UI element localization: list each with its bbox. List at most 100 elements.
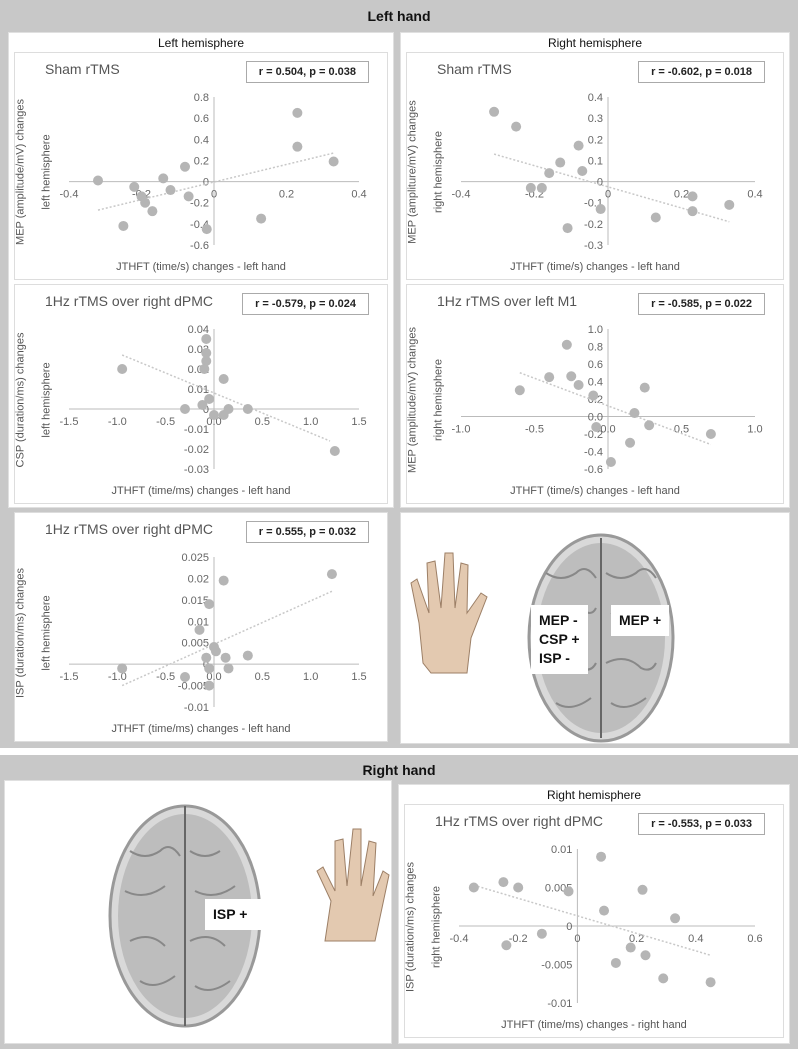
data-point: [93, 175, 103, 186]
x-tick-label: -1.0: [452, 424, 471, 436]
scatter-plot: -1.5-1.0-0.50.00.51.01.5-0.01-0.00500.00…: [60, 552, 367, 711]
y-tick-label: 0.01: [188, 616, 209, 628]
y-tick-label: 0.01: [551, 844, 572, 856]
chart-sham-left-hemisphere: Sham rTMS r = 0.504, p = 0.038 MEP (ampl…: [14, 52, 388, 280]
data-point: [147, 206, 158, 217]
chart-title: 1Hz rTMS over left M1: [437, 293, 578, 309]
x-axis-label: JTHFT (time/ms) changes - left hand: [111, 485, 291, 497]
hand-icon: [316, 828, 390, 942]
data-point: [201, 334, 212, 344]
data-point: [573, 380, 584, 390]
data-point: [158, 173, 169, 184]
x-tick-label: 0.2: [279, 189, 294, 201]
y-tick-label: 0.4: [194, 134, 209, 146]
x-tick-label: 0.2: [674, 189, 689, 201]
data-point: [292, 107, 303, 118]
y-tick-label: 0: [203, 404, 209, 416]
chart-title: 1Hz rTMS over right dPMC: [45, 293, 214, 309]
trendline: [97, 152, 334, 211]
chart-title: 1Hz rTMS over right dPMC: [45, 521, 214, 537]
data-point: [705, 977, 716, 988]
data-point: [140, 197, 151, 208]
y-tick-label: 0.005: [181, 638, 209, 650]
y-tick-label: 0.025: [181, 552, 209, 564]
data-point: [197, 400, 208, 410]
y-axis-label-line: MEP (ampliture/mV) changes: [406, 100, 419, 244]
y-axis-label-line: right hemisphere: [432, 131, 445, 213]
data-point: [577, 166, 588, 176]
y-tick-label: -0.01: [184, 424, 209, 436]
y-tick-label: -0.01: [547, 998, 572, 1007]
y-tick-label: 0.1: [588, 155, 603, 167]
data-point: [498, 877, 509, 888]
data-point: [242, 650, 253, 661]
data-point: [180, 672, 190, 682]
data-point: [223, 404, 234, 414]
scatter-plot: -1.5 -1.0 -0.5 0.0 0.5 1.0 1.5 -0.03 -0.02 -0.01 0…: [60, 324, 367, 473]
data-point: [513, 882, 524, 893]
data-point: [705, 429, 716, 439]
mep-label: MEP -: [539, 612, 578, 628]
correlation-stat: r = -0.602, p = 0.018: [638, 61, 765, 83]
x-axis-label: JTHFT (time/s) changes - left hand: [510, 261, 680, 273]
x-tick-label: 1.0: [747, 424, 762, 436]
section-title: Right hand: [362, 762, 436, 778]
data-point: [218, 575, 229, 586]
data-point: [639, 382, 650, 393]
correlation-stat: r = 0.504, p = 0.038: [245, 61, 369, 83]
data-point: [180, 161, 190, 172]
scatter-plot: -0.4-0.200.20.4-0.6-0.4-0.200.20.40.60.8: [60, 92, 367, 249]
y-tick-label: 0.3: [588, 113, 603, 125]
data-point: [650, 212, 661, 223]
x-tick-label: 0.2: [629, 933, 644, 945]
chart-mep-right-hemisphere: 1Hz rTMS over left M1 r = -0.585, p = 0.…: [406, 284, 784, 504]
trendline: [493, 153, 730, 223]
scatter-plot: -0.4 -0.2 0 0.2 0.4-0.3-0.2-0.100.10.20.30.4: [452, 92, 763, 249]
data-point: [329, 446, 340, 456]
data-point: [605, 457, 616, 467]
x-tick-label: 0.4: [351, 189, 366, 201]
y-tick-label: 0.2: [194, 155, 209, 167]
data-point: [644, 420, 655, 431]
y-axis-label-line: ISP (duration/ms) changes: [14, 567, 27, 699]
y-tick-label: 0.4: [588, 92, 603, 104]
data-point: [511, 121, 522, 132]
x-tick-label: 0.0: [206, 416, 221, 428]
column-title: Right hemisphere: [546, 788, 642, 802]
data-point: [640, 950, 651, 961]
x-axis-label: JTHFT (time/ms) changes - right hand: [501, 1019, 687, 1031]
data-point: [596, 851, 607, 862]
y-axis-label: MEP (ampliture/mV) changes right hemisphe…: [407, 93, 445, 251]
y-tick-label: 0: [597, 177, 603, 189]
y-axis-label-line: left hemisphere: [40, 134, 53, 210]
data-point: [562, 223, 573, 234]
data-point: [561, 339, 572, 350]
y-axis-label-line: right hemisphere: [432, 359, 445, 441]
y-tick-label: -0.4: [584, 447, 603, 459]
data-point: [536, 928, 547, 939]
y-axis-label: MEP (amplitude/mV) changes right hemisphe…: [407, 325, 445, 475]
chart-isp-left-hemisphere: 1Hz rTMS over right dPMC r = 0.555, p = …: [14, 512, 388, 742]
data-point: [201, 652, 212, 663]
data-point: [563, 886, 574, 897]
y-tick-label: 0.6: [194, 113, 209, 125]
y-tick-label: 0.0: [588, 412, 603, 424]
y-tick-label: 0: [203, 177, 209, 189]
x-tick-label: 1.0: [303, 671, 318, 683]
x-tick-label: 0.0: [206, 671, 221, 683]
data-point: [204, 599, 215, 610]
y-tick-label: 0.01: [188, 384, 209, 396]
data-point: [566, 371, 577, 382]
x-tick-label: -1.5: [60, 416, 79, 428]
data-point: [199, 364, 210, 374]
data-point: [501, 940, 512, 951]
data-point: [117, 663, 128, 674]
data-point: [544, 372, 555, 383]
y-tick-label: -0.02: [184, 444, 209, 456]
data-point: [183, 191, 194, 202]
column-title: Left hemisphere: [157, 36, 245, 50]
y-axis-label-line: ISP (duration/ms) changes: [404, 861, 417, 993]
y-tick-label: 0.04: [188, 324, 209, 336]
